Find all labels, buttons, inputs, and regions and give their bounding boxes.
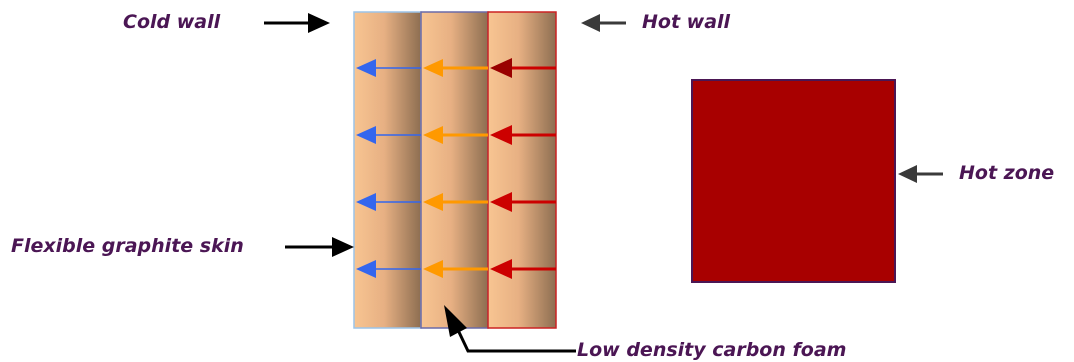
flux-row <box>356 58 556 78</box>
heat-flux-arrows <box>356 58 556 279</box>
carbon-foam-label: Low density carbon foam <box>577 339 847 361</box>
hot-wall-pointer-arrow <box>581 14 626 32</box>
graphite-skin-layer <box>353 11 422 329</box>
cold-wall-pointer-arrow <box>264 13 330 33</box>
hot-zone-label: Hot zone <box>959 162 1055 184</box>
flux-row <box>356 125 556 145</box>
pointer-arrows <box>264 13 943 353</box>
hot-face-layer <box>487 11 557 329</box>
hot-zone-box <box>691 79 896 283</box>
flux-row <box>356 259 556 279</box>
insulation-foam-layer <box>420 11 489 329</box>
graphite-skin-label: Flexible graphite skin <box>11 235 244 257</box>
flux-row <box>356 192 556 212</box>
wall-layers <box>353 11 557 329</box>
skin-pointer-arrow <box>285 237 354 257</box>
hot-wall-label: Hot wall <box>642 11 731 33</box>
foam-pointer-arrow <box>444 305 576 353</box>
cold-wall-label: Cold wall <box>123 11 221 33</box>
hot-zone-pointer-arrow <box>898 165 943 183</box>
